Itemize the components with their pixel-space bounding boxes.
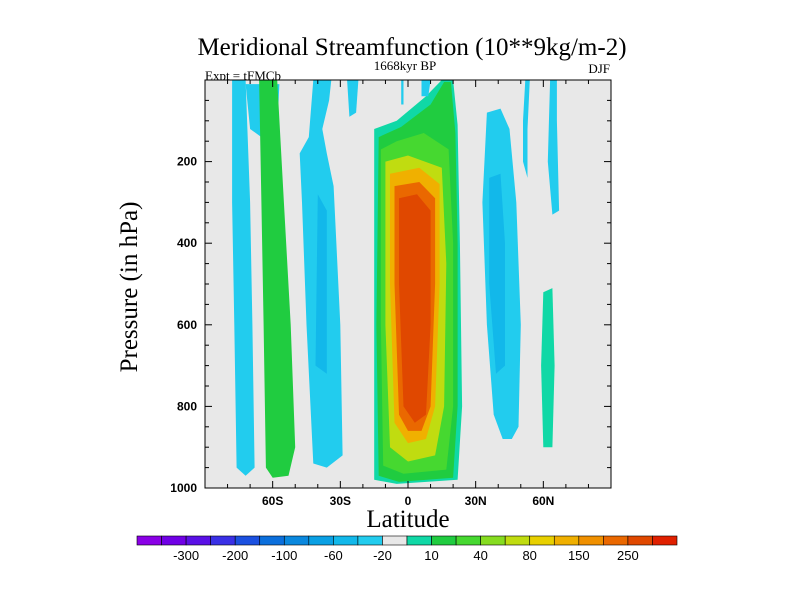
colorbar-label: -60 xyxy=(324,548,343,563)
colorbar-swatch xyxy=(308,535,334,546)
colorbar-swatch xyxy=(406,535,432,546)
contour-region-south-subtropical-negative-strip xyxy=(347,80,359,117)
colorbar-label: 250 xyxy=(617,548,639,563)
colorbar-label: 80 xyxy=(522,548,536,563)
axis-ticks xyxy=(205,80,611,489)
colorbar-swatch xyxy=(627,535,653,546)
colorbar-swatch xyxy=(185,535,211,546)
y-tick-label: 1000 xyxy=(170,481,197,495)
x-tick-label: 60N xyxy=(532,494,554,508)
colorbar-swatch xyxy=(455,535,481,546)
x-tick-label: 60S xyxy=(262,494,283,508)
x-tick-label: 0 xyxy=(405,494,412,508)
colorbar-label: 150 xyxy=(568,548,590,563)
colorbar-swatch xyxy=(136,535,162,546)
colorbar-swatch xyxy=(480,535,506,546)
contour-region-north-polar-negative-cell xyxy=(547,80,560,215)
colorbar-label: 40 xyxy=(473,548,487,563)
contour-region-equatorial-aloft-negative-b xyxy=(421,80,431,97)
colorbar-swatch xyxy=(504,535,531,546)
contour-region-south-polar-negative-cell xyxy=(232,80,255,476)
contour-region-equatorial-aloft-negative-a xyxy=(401,80,404,105)
contour-region-hadley-cell-core xyxy=(399,194,431,423)
chart-title: Meridional Streamfunction (10**9kg/m-2) xyxy=(197,34,626,61)
colorbar-labels: -300 -200 -100 -60 -20 10 40 80 150 250 xyxy=(173,548,639,563)
contour-region-north-polar-positive-cell xyxy=(541,288,555,448)
colorbar-swatch xyxy=(234,535,261,546)
colorbar-swatch xyxy=(382,535,408,546)
x-tick-label: 30S xyxy=(330,494,351,508)
y-axis-label: Pressure (in hPa) xyxy=(116,202,143,373)
contour-regions xyxy=(232,80,560,484)
contour-region-southern-ferrel-core xyxy=(315,194,327,374)
x-axis-label: Latitude xyxy=(366,506,449,533)
colorbar-swatch xyxy=(652,535,678,546)
x-tick-labels: 60S 30S 0 30N 60N xyxy=(262,494,554,508)
colorbar-swatch xyxy=(210,535,236,546)
colorbar-swatch xyxy=(603,535,629,546)
colorbar-swatch xyxy=(161,535,187,546)
colorbar-swatch xyxy=(553,535,580,546)
colorbar-swatch xyxy=(283,535,310,546)
time-label: 1668kyr BP xyxy=(374,58,436,73)
x-tick-label: 30N xyxy=(465,494,487,508)
y-tick-label: 800 xyxy=(177,399,197,413)
plot-frame xyxy=(204,79,612,489)
y-tick-label: 200 xyxy=(177,155,197,169)
experiment-label: Expt = tFMCb xyxy=(205,68,281,83)
y-tick-label: 400 xyxy=(177,236,197,250)
colorbar-swatch xyxy=(431,535,457,546)
colorbar-swatch xyxy=(333,535,359,546)
y-tick-label: 600 xyxy=(177,318,197,332)
colorbar-label: -20 xyxy=(373,548,392,563)
colorbar-swatch xyxy=(357,535,383,546)
colorbar-label: -100 xyxy=(271,548,297,563)
colorbar-swatch xyxy=(259,535,285,546)
colorbar-swatch xyxy=(578,535,604,546)
season-label: DJF xyxy=(588,61,610,76)
colorbar-label: 10 xyxy=(424,548,438,563)
colorbar-swatch xyxy=(529,535,555,546)
contour-region-north-subtropical-negative-core xyxy=(489,173,505,374)
colorbar-label: -300 xyxy=(173,548,199,563)
colorbar-label: -200 xyxy=(222,548,248,563)
contour-region-south-subpolar-positive-cell xyxy=(259,80,296,478)
colorbar xyxy=(136,535,678,546)
contour-region-north-midlatitude-negative-cell xyxy=(523,80,530,178)
y-tick-labels: 200 400 600 800 1000 xyxy=(170,155,197,495)
